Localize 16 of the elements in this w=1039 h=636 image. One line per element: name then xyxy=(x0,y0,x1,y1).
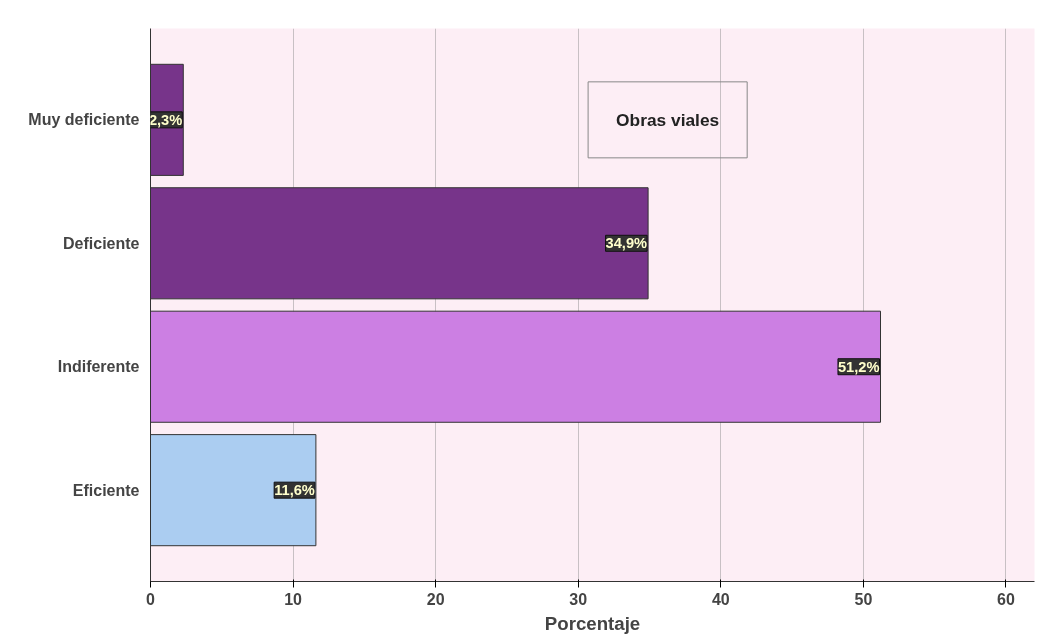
text: Obras viales xyxy=(616,109,720,130)
y-tick-label: Indiferente xyxy=(57,358,140,376)
x-tick-label: 50 xyxy=(854,590,873,608)
x-tick-label: 40 xyxy=(711,590,730,608)
x-tick-label: 10 xyxy=(284,590,303,608)
data-label: 34,9% xyxy=(605,235,648,252)
y-tick-label: Eficiente xyxy=(72,481,140,499)
data-label: 51,2% xyxy=(837,358,880,375)
y-tick-label: Deficiente xyxy=(63,234,140,252)
x-axis-title: Porcentaje xyxy=(544,612,641,634)
x-tick-label: 20 xyxy=(426,590,445,608)
x-tick-label: 0 xyxy=(146,590,156,608)
data-label: 11,6% xyxy=(274,482,315,499)
x-tick-label: 30 xyxy=(569,590,588,608)
x-tick-label: 60 xyxy=(997,590,1015,608)
y-tick-label: Muy deficiente xyxy=(28,111,140,129)
